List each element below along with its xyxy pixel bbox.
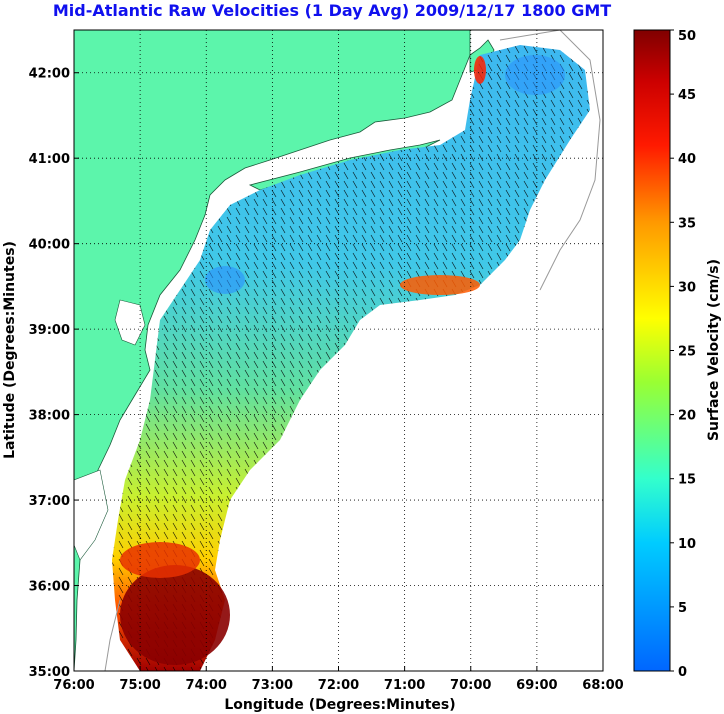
colorbar-tick-label: 45 bbox=[678, 88, 696, 103]
y-tick-label: 37:00 bbox=[29, 494, 70, 509]
x-tick-label: 69:00 bbox=[516, 678, 557, 693]
colorbar-tick-label: 0 bbox=[678, 665, 687, 680]
y-axis-label: Latitude (Degrees:Minutes) bbox=[2, 241, 18, 459]
colorbar-tick-label: 40 bbox=[678, 152, 696, 167]
colorbar-tick-label: 5 bbox=[678, 601, 687, 616]
high-velocity-patch-south bbox=[120, 542, 200, 578]
y-tick-label: 36:00 bbox=[29, 580, 70, 595]
map-title: Mid-Atlantic Raw Velocities (1 Day Avg) … bbox=[52, 1, 612, 20]
delaware-bay bbox=[114, 299, 146, 346]
colorbar-tick-label: 20 bbox=[678, 409, 696, 424]
high-velocity-patch-gulfstream bbox=[120, 565, 230, 665]
x-tick-label: 71:00 bbox=[384, 678, 425, 693]
chesapeake-bay bbox=[74, 469, 109, 561]
x-tick-label: 72:00 bbox=[318, 678, 359, 693]
y-tick-label: 38:00 bbox=[29, 409, 70, 424]
grid-lines bbox=[74, 30, 603, 671]
colorbar-tick-label: 25 bbox=[678, 345, 696, 360]
x-tick-label: 73:00 bbox=[252, 678, 293, 693]
x-tick-label: 70:00 bbox=[450, 678, 491, 693]
colorbar-tick-label: 30 bbox=[678, 280, 696, 295]
low-velocity-patch bbox=[205, 266, 245, 294]
high-velocity-patch-shelf bbox=[400, 275, 480, 295]
x-tick-label: 76:00 bbox=[53, 678, 94, 693]
x-tick-label: 68:00 bbox=[582, 678, 623, 693]
y-tick-label: 39:00 bbox=[29, 323, 70, 338]
velocity-vectors bbox=[112, 45, 590, 671]
colorbar-tick-label: 35 bbox=[678, 216, 696, 231]
y-axis-ticks: 42:00 41:00 40:00 39:00 38:00 37:00 36:00 35:00 bbox=[29, 67, 79, 680]
y-tick-label: 40:00 bbox=[29, 238, 70, 253]
colorbar bbox=[633, 29, 671, 672]
y-tick-label: 41:00 bbox=[29, 152, 70, 167]
y-tick-label: 35:00 bbox=[29, 665, 70, 680]
y-tick-label: 42:00 bbox=[29, 67, 70, 82]
colorbar-tick-label: 15 bbox=[678, 473, 696, 488]
colorbar-tick-label: 50 bbox=[678, 29, 696, 44]
colorbar-label: Surface Velocity (cm/s) bbox=[706, 259, 722, 441]
bathymetry-contours bbox=[104, 30, 601, 671]
x-tick-label: 75:00 bbox=[119, 678, 160, 693]
low-velocity-patch-ne bbox=[505, 55, 565, 95]
x-axis-label: Longitude (Degrees:Minutes) bbox=[224, 697, 455, 713]
x-axis-ticks: 76:00 75:00 74:00 73:00 72:00 71:00 70:00 69:00… bbox=[53, 666, 624, 693]
high-velocity-patch-north bbox=[474, 56, 486, 84]
x-tick-label: 74:00 bbox=[186, 678, 227, 693]
colorbar-tick-label: 10 bbox=[678, 537, 696, 552]
colorbar-ticks: 0 5 10 15 20 25 30 35 40 45 50 bbox=[670, 29, 696, 680]
